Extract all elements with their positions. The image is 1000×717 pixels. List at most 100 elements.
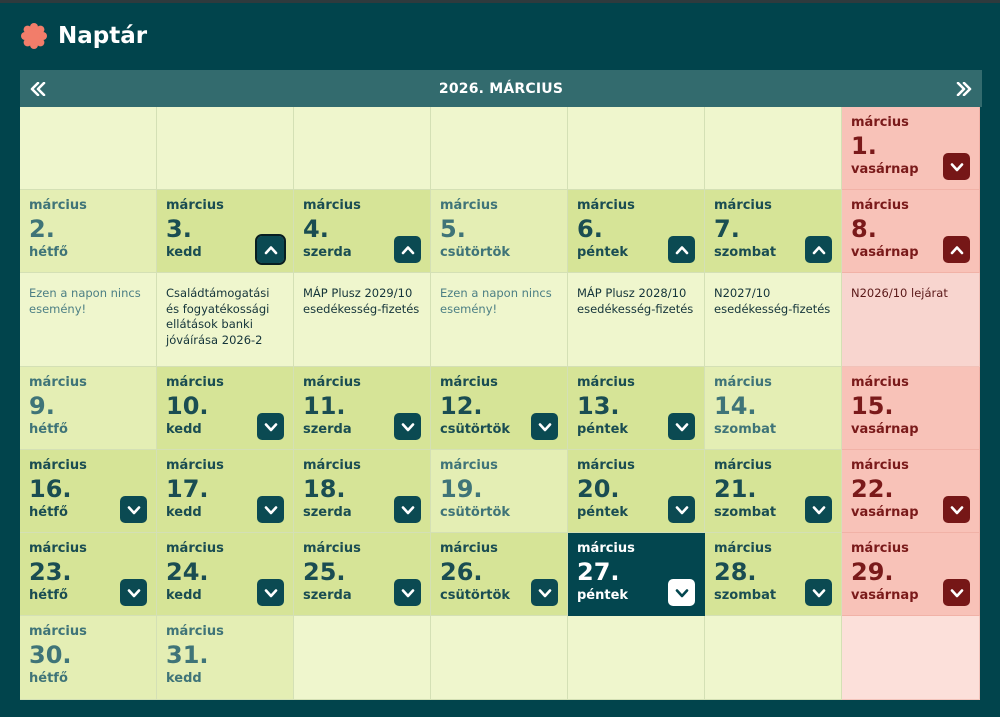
expand-events-button[interactable]	[943, 579, 970, 606]
day-weekday-label: szombat	[714, 588, 777, 603]
event-item[interactable]: N2026/10 lejárat	[842, 273, 980, 367]
event-item[interactable]: N2027/10 esedékesség-fizetés	[705, 273, 842, 367]
day-number: 15.	[851, 392, 894, 420]
empty-day-cell	[157, 107, 294, 190]
day-number: 11.	[303, 392, 346, 420]
day-month-label: március	[29, 375, 87, 390]
day-month-label: március	[166, 198, 224, 213]
expand-events-button[interactable]	[805, 579, 832, 606]
calendar: 2026. MÁRCIUS március 1. vasárnap március 2.…	[20, 70, 982, 700]
day-weekday-label: péntek	[577, 245, 629, 260]
day-number: 10.	[166, 392, 209, 420]
day-cell[interactable]: március 26. csütörtök	[431, 533, 568, 616]
day-month-label: március	[166, 541, 224, 556]
day-month-label: március	[166, 458, 224, 473]
event-item[interactable]: MÁP Plusz 2029/10 esedékesség-fizetés	[294, 273, 431, 367]
collapse-events-button[interactable]	[805, 236, 832, 263]
day-cell[interactable]: március 11. szerda	[294, 367, 431, 450]
empty-day-cell	[705, 107, 842, 190]
day-month-label: március	[851, 541, 909, 556]
day-month-label: március	[440, 198, 498, 213]
event-item[interactable]: MÁP Plusz 2028/10 esedékesség-fizetés	[568, 273, 705, 367]
expand-events-button[interactable]	[257, 579, 284, 606]
prev-month-button[interactable]	[20, 70, 56, 107]
day-cell[interactable]: március 21. szombat	[705, 450, 842, 533]
day-cell[interactable]: március 8. vasárnap	[842, 190, 980, 273]
day-cell[interactable]: március 27. péntek	[568, 533, 705, 616]
day-cell[interactable]: március 2. hétfő	[20, 190, 157, 273]
collapse-events-button[interactable]	[668, 236, 695, 263]
chevron-down-icon	[675, 422, 688, 431]
empty-day-cell	[20, 107, 157, 190]
day-number: 25.	[303, 558, 346, 586]
day-cell[interactable]: március 20. péntek	[568, 450, 705, 533]
expand-events-button[interactable]	[943, 496, 970, 523]
day-weekday-label: csütörtök	[440, 422, 511, 437]
day-cell[interactable]: március 7. szombat	[705, 190, 842, 273]
chevron-down-icon	[538, 588, 551, 597]
next-month-button[interactable]	[946, 70, 982, 107]
day-number: 24.	[166, 558, 209, 586]
day-number: 29.	[851, 558, 894, 586]
day-cell[interactable]: március 25. szerda	[294, 533, 431, 616]
day-month-label: március	[851, 375, 909, 390]
day-cell[interactable]: március 4. szerda	[294, 190, 431, 273]
day-cell[interactable]: március 9. hétfő	[20, 367, 157, 450]
expand-events-button[interactable]	[943, 153, 970, 180]
collapse-events-button[interactable]	[943, 236, 970, 263]
day-cell[interactable]: március 31. kedd	[157, 616, 294, 700]
day-month-label: március	[851, 198, 909, 213]
day-cell[interactable]: március 17. kedd	[157, 450, 294, 533]
day-cell[interactable]: március 29. vasárnap	[842, 533, 980, 616]
day-cell[interactable]: március 15. vasárnap	[842, 367, 980, 450]
expand-events-button[interactable]	[120, 496, 147, 523]
calendar-weeks: március 1. vasárnap március 2. hétfő március 3.…	[20, 107, 982, 700]
expand-events-button[interactable]	[394, 579, 421, 606]
chevron-down-icon	[127, 505, 140, 514]
chevron-up-icon	[264, 245, 277, 254]
day-cell[interactable]: március 22. vasárnap	[842, 450, 980, 533]
empty-day-cell	[294, 616, 431, 700]
day-cell[interactable]: március 19. csütörtök	[431, 450, 568, 533]
day-cell[interactable]: március 30. hétfő	[20, 616, 157, 700]
collapse-events-button[interactable]	[394, 236, 421, 263]
day-cell[interactable]: március 5. csütörtök	[431, 190, 568, 273]
day-month-label: március	[166, 375, 224, 390]
chevron-down-icon	[127, 588, 140, 597]
expand-events-button[interactable]	[668, 413, 695, 440]
day-cell[interactable]: március 12. csütörtök	[431, 367, 568, 450]
day-month-label: március	[577, 458, 635, 473]
day-cell[interactable]: március 28. szombat	[705, 533, 842, 616]
expand-events-button[interactable]	[394, 496, 421, 523]
day-month-label: március	[714, 458, 772, 473]
day-cell[interactable]: március 14. szombat	[705, 367, 842, 450]
expand-events-button[interactable]	[668, 579, 695, 606]
day-cell[interactable]: március 16. hétfő	[20, 450, 157, 533]
empty-day-cell	[431, 107, 568, 190]
day-cell[interactable]: március 18. szerda	[294, 450, 431, 533]
day-cell[interactable]: március 3. kedd	[157, 190, 294, 273]
day-month-label: március	[577, 198, 635, 213]
empty-day-cell	[568, 616, 705, 700]
day-cell[interactable]: március 23. hétfő	[20, 533, 157, 616]
calendar-week-row: március 1. vasárnap	[20, 107, 982, 190]
expand-events-button[interactable]	[668, 496, 695, 523]
expand-events-button[interactable]	[257, 413, 284, 440]
day-month-label: március	[714, 198, 772, 213]
day-cell[interactable]: március 6. péntek	[568, 190, 705, 273]
expand-events-button[interactable]	[120, 579, 147, 606]
expand-events-button[interactable]	[531, 579, 558, 606]
expand-events-button[interactable]	[394, 413, 421, 440]
expand-events-button[interactable]	[805, 496, 832, 523]
collapse-events-button[interactable]	[255, 234, 286, 265]
day-weekday-label: hétfő	[29, 671, 68, 686]
day-cell[interactable]: március 1. vasárnap	[842, 107, 980, 190]
expand-events-button[interactable]	[531, 413, 558, 440]
day-cell[interactable]: március 13. péntek	[568, 367, 705, 450]
calendar-week-row: március 30. hétfő március 31. kedd	[20, 616, 982, 700]
day-weekday-label: kedd	[166, 588, 202, 603]
event-item[interactable]: Családtámogatási és fogyatékossági ellát…	[157, 273, 294, 367]
day-cell[interactable]: március 24. kedd	[157, 533, 294, 616]
expand-events-button[interactable]	[257, 496, 284, 523]
day-cell[interactable]: március 10. kedd	[157, 367, 294, 450]
